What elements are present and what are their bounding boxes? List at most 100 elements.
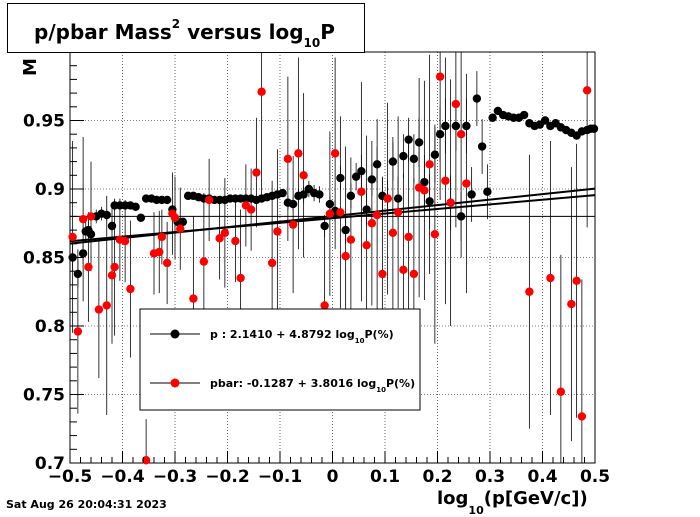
point-pbar xyxy=(441,176,450,185)
point-pbar xyxy=(325,209,335,218)
point-p xyxy=(477,142,487,151)
point-pbar xyxy=(246,205,256,214)
point-pbar xyxy=(120,236,130,246)
point-p xyxy=(315,190,324,199)
y-tick-label: 0.75 xyxy=(23,386,65,406)
point-p xyxy=(467,190,476,199)
point-pbar xyxy=(393,208,403,217)
point-p xyxy=(325,199,335,209)
point-pbar xyxy=(372,210,382,220)
y-tick-label: 0.8 xyxy=(35,317,65,337)
point-pbar xyxy=(141,456,151,465)
point-p xyxy=(372,160,382,169)
point-p xyxy=(357,166,366,176)
x-tick-label: 0.1 xyxy=(370,467,400,487)
y-tick-label: 0.95 xyxy=(23,112,65,132)
point-pbar xyxy=(330,149,340,158)
point-p xyxy=(178,217,188,227)
point-pbar xyxy=(102,301,111,310)
point-pbar xyxy=(299,171,308,180)
y-axis-label-fragment: M xyxy=(20,58,41,76)
point-pbar xyxy=(409,269,419,279)
point-pbar xyxy=(283,154,293,164)
legend-p-marker xyxy=(170,329,180,339)
point-p xyxy=(299,190,308,199)
point-pbar xyxy=(86,212,96,221)
point-pbar xyxy=(320,301,329,310)
point-p xyxy=(540,116,550,125)
point-pbar xyxy=(556,387,566,396)
point-pbar xyxy=(378,269,387,279)
point-pbar xyxy=(273,227,282,236)
x-tick-label: 0.2 xyxy=(422,467,452,487)
legend-box xyxy=(139,308,421,411)
point-p xyxy=(367,175,377,184)
point-p xyxy=(288,199,298,209)
x-tick-label: 0.4 xyxy=(527,467,557,487)
point-p xyxy=(336,173,345,183)
tick-labels: −0.5 −0.4 −0.3 −0.2 −0.1 0 0.1 0.2 0.3 0.4 0.5 0.7 0… xyxy=(23,112,610,488)
point-pbar xyxy=(257,87,266,96)
point-p xyxy=(131,202,140,212)
x-tick-label: −0.2 xyxy=(205,467,249,487)
point-pbar xyxy=(451,99,461,109)
point-p xyxy=(320,221,329,231)
point-p xyxy=(462,121,471,131)
point-pbar xyxy=(126,284,135,294)
point-p xyxy=(425,197,434,206)
point-p xyxy=(351,172,361,181)
x-tick-label: 0.3 xyxy=(475,467,505,487)
point-pbar xyxy=(341,251,350,261)
point-p xyxy=(107,221,117,231)
point-p xyxy=(483,187,492,196)
point-pbar xyxy=(420,186,429,195)
point-p xyxy=(362,205,371,214)
point-pbar xyxy=(577,412,587,421)
y-tick-label: 0.85 xyxy=(23,249,65,269)
point-p xyxy=(519,110,529,120)
legend-p-label: p : 2.1410 + 4.8792 log10P(%) xyxy=(210,328,394,345)
x-tick-label: −0.3 xyxy=(153,467,197,487)
point-pbar xyxy=(288,220,298,229)
title-box: p/pbar Mass2 versus log10P xyxy=(7,3,365,53)
y-tick-label: 0.9 xyxy=(35,180,65,200)
point-pbar xyxy=(388,228,398,238)
point-p xyxy=(388,157,398,166)
point-pbar xyxy=(346,235,356,244)
legend-pbar-marker xyxy=(170,378,180,388)
point-pbar xyxy=(215,234,224,243)
point-pbar xyxy=(157,232,167,242)
chart-title: p/pbar Mass2 versus log10P xyxy=(34,17,335,50)
point-pbar xyxy=(462,179,471,188)
point-pbar xyxy=(525,287,534,296)
point-p xyxy=(456,212,466,221)
point-pbar xyxy=(94,305,104,314)
point-pbar xyxy=(294,149,303,158)
fit-line-pbar xyxy=(69,194,596,243)
point-pbar xyxy=(189,294,198,303)
point-pbar xyxy=(430,230,440,239)
point-p xyxy=(488,113,497,122)
point-pbar xyxy=(362,240,371,250)
point-pbar xyxy=(446,198,455,207)
point-pbar xyxy=(68,232,77,242)
point-pbar xyxy=(155,247,164,257)
point-p xyxy=(136,213,146,222)
point-pbar xyxy=(170,213,180,222)
point-p xyxy=(278,188,287,198)
point-p xyxy=(420,177,429,187)
point-pbar xyxy=(267,258,277,268)
point-p xyxy=(73,269,83,279)
point-p xyxy=(589,124,599,133)
point-p xyxy=(430,150,440,159)
point-pbar xyxy=(84,262,93,272)
point-pbar xyxy=(236,273,245,283)
point-p xyxy=(414,138,424,147)
point-pbar xyxy=(204,195,214,205)
point-pbar xyxy=(456,130,466,139)
point-pbar xyxy=(546,273,555,283)
data-points xyxy=(68,72,599,465)
point-p xyxy=(451,121,461,131)
point-pbar xyxy=(572,276,581,285)
point-p xyxy=(102,210,111,220)
